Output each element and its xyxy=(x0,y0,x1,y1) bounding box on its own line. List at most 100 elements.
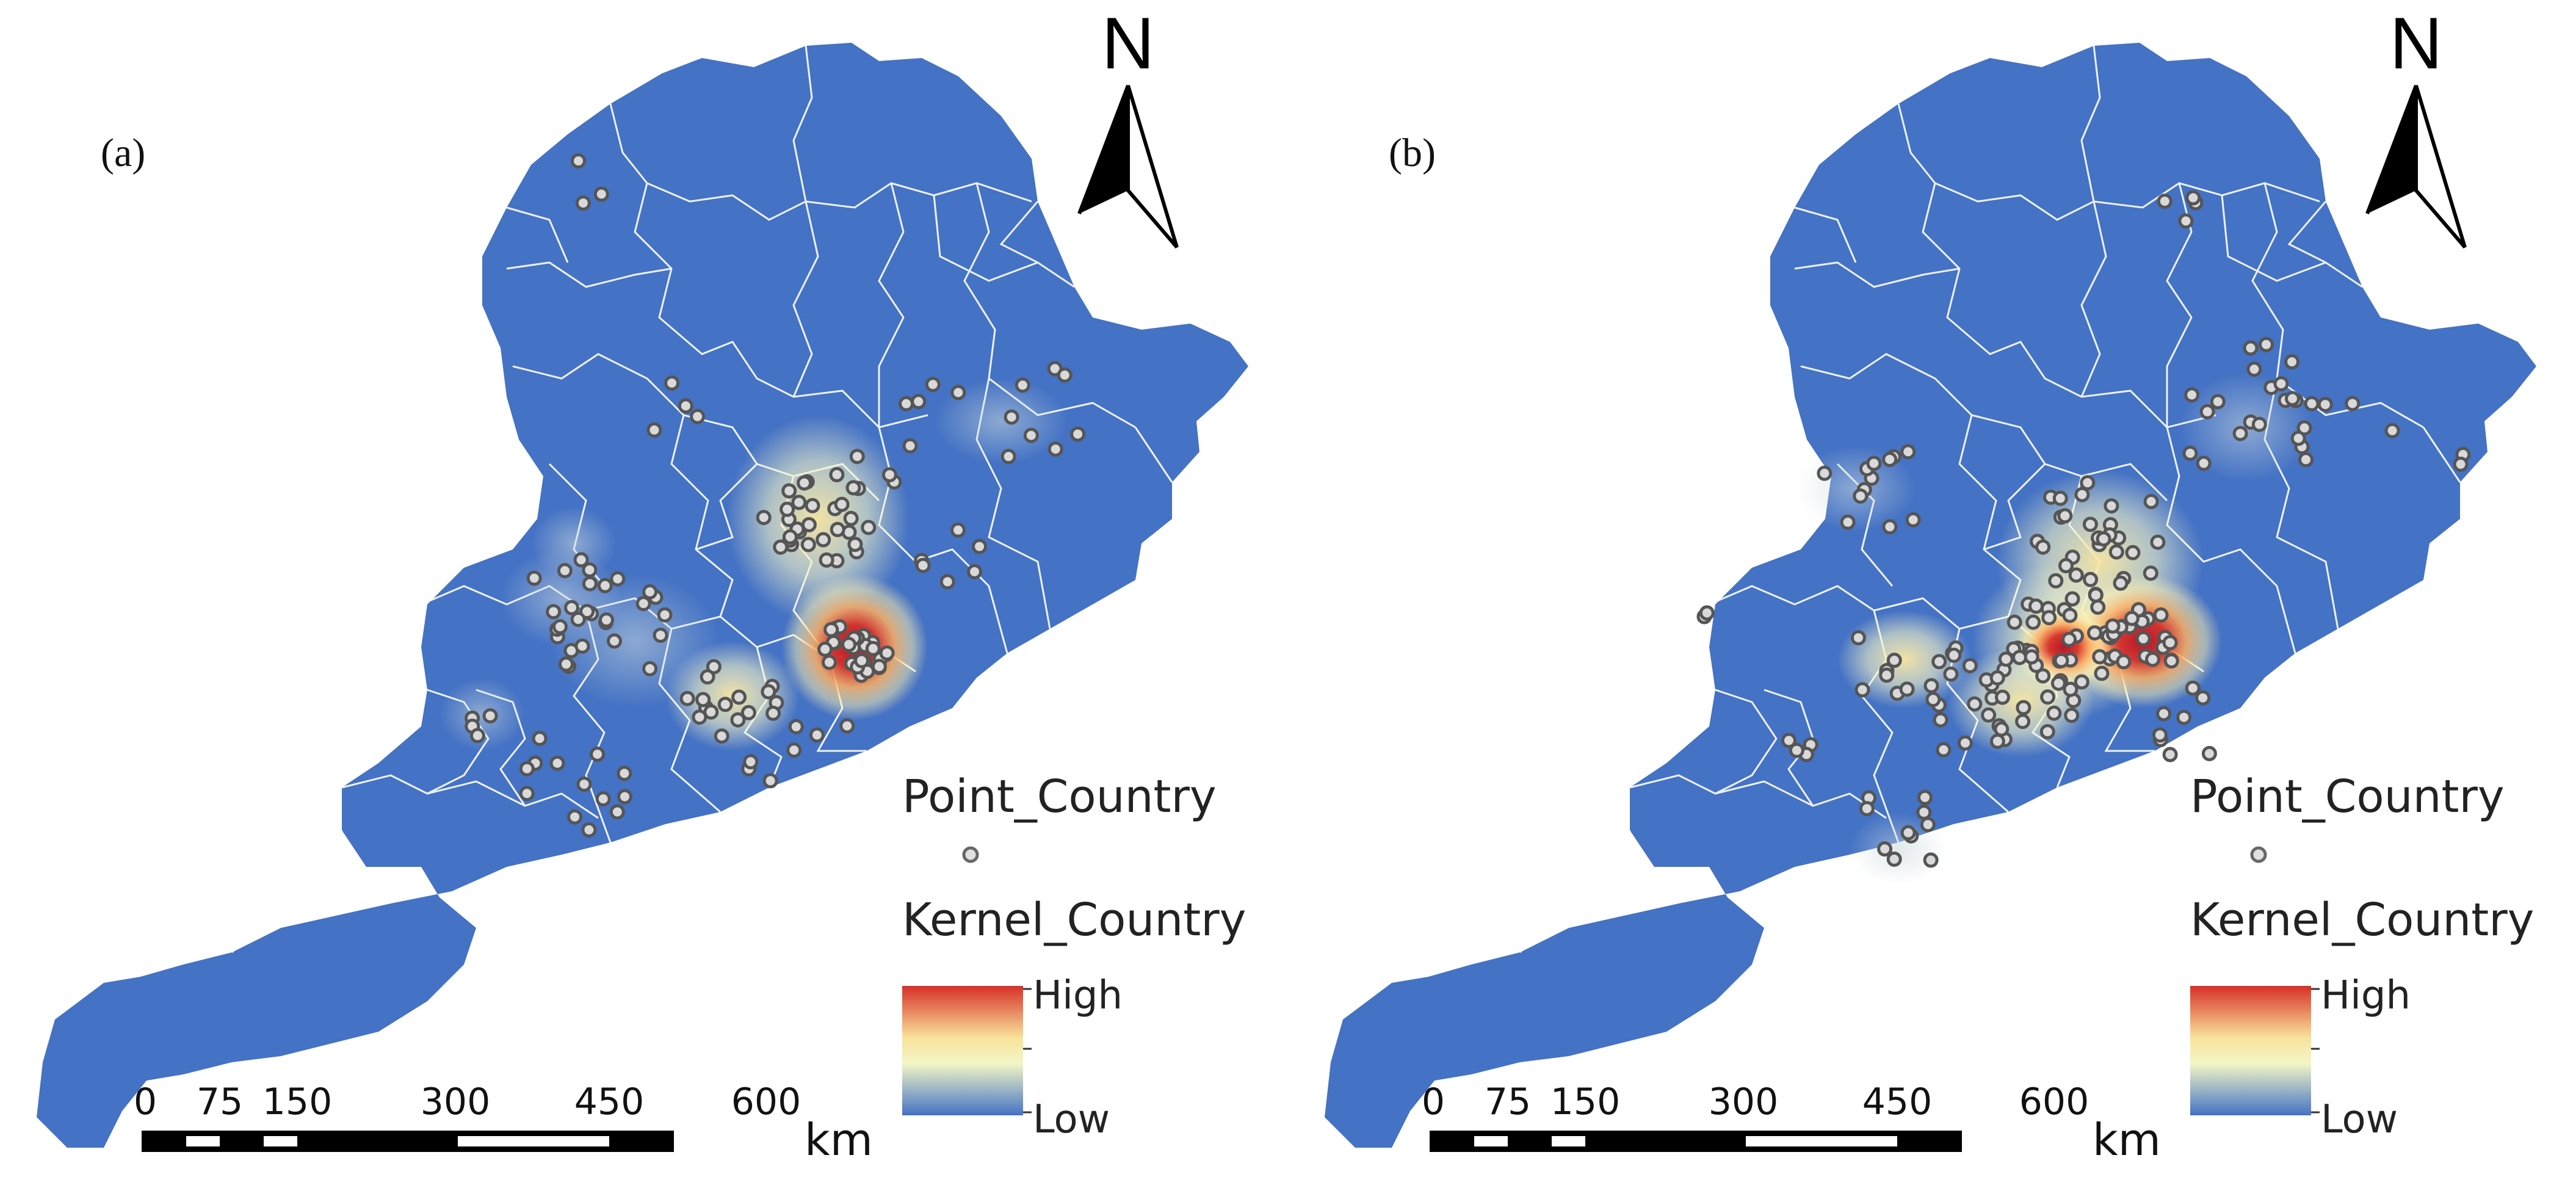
point-marker xyxy=(854,653,870,668)
point-marker xyxy=(526,570,542,586)
point-marker xyxy=(703,704,719,720)
point-marker xyxy=(617,789,632,805)
point-marker xyxy=(841,637,857,653)
point-marker xyxy=(2083,571,2099,587)
point-marker xyxy=(607,633,622,649)
point-marker xyxy=(2094,665,2110,681)
point-marker xyxy=(599,612,614,628)
point-marker xyxy=(1781,733,1796,748)
point-marker xyxy=(559,656,574,672)
scale-bar-segment xyxy=(1552,1136,1585,1146)
point-marker xyxy=(593,186,609,202)
scale-tick-label: 150 xyxy=(1550,1081,1621,1123)
point-marker xyxy=(2273,376,2289,392)
point-marker xyxy=(1989,670,2005,686)
point-marker xyxy=(2195,690,2211,706)
north-label: N xyxy=(2390,2,2443,84)
point-marker xyxy=(782,529,798,545)
point-marker xyxy=(1886,653,1902,668)
point-marker xyxy=(819,552,834,568)
point-marker xyxy=(2199,404,2215,419)
density-hotspot xyxy=(726,415,910,623)
point-marker xyxy=(2345,396,2361,411)
point-marker xyxy=(2156,706,2172,722)
point-marker xyxy=(2006,614,2022,630)
point-marker xyxy=(800,537,816,552)
point-layer xyxy=(465,153,1086,838)
point-marker xyxy=(2068,567,2084,583)
point-marker xyxy=(2062,607,2078,623)
legend-high-label: High xyxy=(1033,973,1123,1018)
point-marker xyxy=(2074,487,2090,502)
point-marker xyxy=(1900,444,1916,460)
hollow-circle-icon xyxy=(2250,846,2267,863)
hollow-circle-icon xyxy=(962,846,979,863)
point-marker xyxy=(1936,742,1952,758)
point-marker xyxy=(635,596,651,612)
scale-bar-segment xyxy=(186,1136,220,1146)
point-marker xyxy=(797,475,812,491)
point-marker xyxy=(1015,377,1030,393)
point-marker xyxy=(657,607,673,623)
point-marker xyxy=(743,754,759,770)
scale-tick-label: 0 xyxy=(134,1081,157,1123)
scale-tick-label: 600 xyxy=(2019,1081,2089,1123)
point-marker xyxy=(482,708,498,724)
point-marker xyxy=(2040,689,2056,705)
point-marker xyxy=(2057,508,2073,524)
point-marker xyxy=(780,501,795,517)
point-marker xyxy=(1925,692,1941,708)
scale-tick-label: 75 xyxy=(1485,1081,1531,1123)
point-marker xyxy=(2143,494,2159,509)
legend-color-ramp xyxy=(2190,986,2311,1115)
point-marker xyxy=(1994,721,2010,737)
point-marker xyxy=(2074,674,2089,690)
point-marker xyxy=(1995,689,2010,705)
point-marker xyxy=(714,728,729,744)
point-marker xyxy=(1817,465,1833,481)
point-marker xyxy=(1933,712,1948,728)
scale-bar-segment xyxy=(264,1136,297,1146)
point-marker xyxy=(915,557,931,573)
scale-tick-label: 75 xyxy=(197,1081,243,1123)
point-marker xyxy=(571,153,586,169)
point-marker xyxy=(1882,519,1898,535)
north-arrow-icon xyxy=(2414,85,2467,248)
point-marker xyxy=(2052,490,2068,506)
point-marker xyxy=(642,584,658,599)
point-marker xyxy=(2259,336,2274,352)
point-marker xyxy=(761,684,776,700)
point-marker xyxy=(1866,455,1882,471)
point-marker xyxy=(2064,591,2080,607)
density-hotspot xyxy=(934,378,1068,464)
point-marker xyxy=(1900,825,1916,841)
point-marker xyxy=(2012,650,2027,665)
point-marker xyxy=(690,408,706,424)
point-marker xyxy=(2082,516,2098,532)
point-marker xyxy=(564,599,579,615)
point-marker xyxy=(2246,361,2262,377)
point-marker xyxy=(2251,416,2267,432)
legend: Point_Country Kernel_Country High Low xyxy=(2190,770,2534,1142)
point-marker xyxy=(788,719,804,734)
point-marker xyxy=(557,563,573,579)
north-label: N xyxy=(1102,2,1155,84)
point-marker xyxy=(2105,618,2121,634)
point-marker xyxy=(2113,575,2129,591)
point-marker xyxy=(950,522,966,538)
point-marker xyxy=(2152,727,2168,743)
land-area xyxy=(1325,43,2536,1148)
point-marker xyxy=(911,394,927,410)
point-marker xyxy=(2150,534,2166,550)
point-marker xyxy=(1998,651,2014,667)
point-marker xyxy=(2232,426,2248,441)
scale-bar-segment xyxy=(458,1136,609,1146)
point-marker xyxy=(2053,653,2069,668)
point-marker xyxy=(762,773,778,789)
point-marker xyxy=(2025,614,2041,630)
point-marker xyxy=(2016,700,2031,715)
legend-low-label: Low xyxy=(2321,1097,2398,1142)
legend-high-label: High xyxy=(2321,973,2411,1018)
point-marker xyxy=(546,604,562,620)
point-marker xyxy=(575,195,591,211)
